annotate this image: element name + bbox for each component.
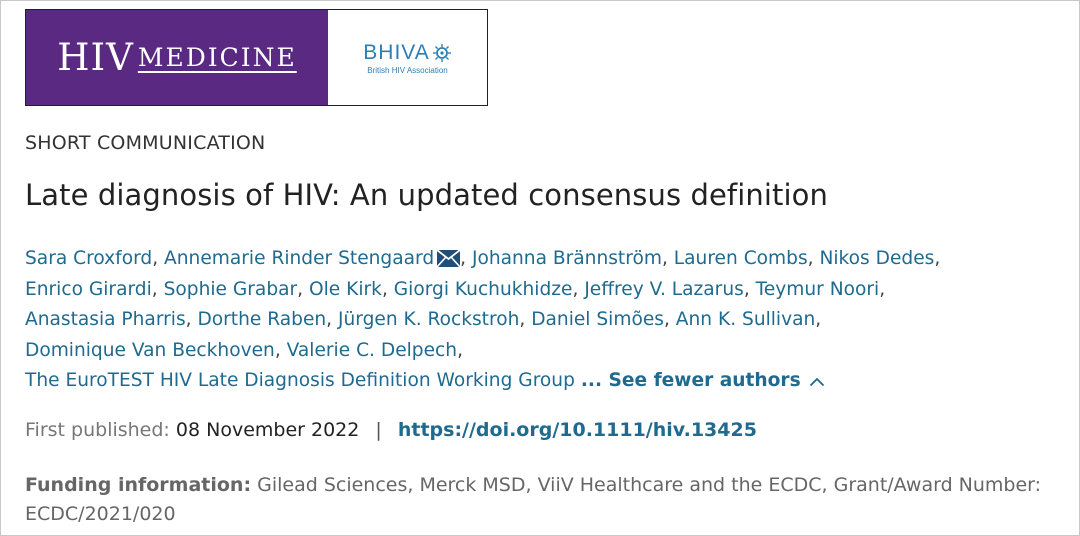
- author-link[interactable]: Ann K. Sullivan: [675, 309, 816, 331]
- author-link[interactable]: Sara Croxford: [25, 248, 153, 269]
- doi-link[interactable]: https://doi.org/10.1111/hiv.13425: [397, 419, 757, 441]
- bhiva-logo: BHIVA British HIV Association: [328, 10, 487, 105]
- see-fewer-authors-link[interactable]: ... See fewer authors: [581, 370, 825, 391]
- author-link[interactable]: Anastasia Pharris: [25, 309, 186, 331]
- author-link[interactable]: Giorgi Kuchukhidze: [393, 278, 573, 300]
- author-link[interactable]: Johanna Brännström: [471, 248, 662, 269]
- author-link[interactable]: Lauren Combs: [673, 248, 808, 269]
- author-link[interactable]: Annemarie Rinder Stengaard: [164, 248, 435, 269]
- first-published-date: 08 November 2022: [175, 419, 360, 441]
- author-link[interactable]: Valerie C. Delpech: [286, 339, 458, 361]
- bhiva-subtitle: British HIV Association: [367, 65, 448, 75]
- author-link[interactable]: Teymur Noori: [755, 278, 880, 300]
- journal-banner: HIV MEDICINE BHIVA British HIV A: [25, 9, 488, 106]
- funding-info: Funding information: Gilead Sciences, Me…: [25, 471, 1070, 529]
- logo-medicine-text: MEDICINE: [137, 43, 297, 72]
- separator: |: [375, 419, 382, 441]
- envelope-icon[interactable]: [437, 250, 461, 267]
- author-link[interactable]: Jeffrey V. Lazarus: [584, 278, 744, 300]
- funding-label: Funding information:: [25, 474, 252, 496]
- author-link[interactable]: Sophie Grabar: [163, 278, 298, 300]
- author-link[interactable]: Nikos Dedes: [819, 248, 935, 269]
- chevron-up-icon: [809, 378, 824, 387]
- funding-text: Gilead Sciences, Merck MSD, ViiV Healthc…: [25, 474, 1042, 525]
- logo-hiv-text: HIV: [57, 36, 134, 79]
- author-link[interactable]: Dominique Van Beckhoven: [25, 339, 275, 361]
- hiv-medicine-logo: HIV MEDICINE: [26, 10, 328, 105]
- author-list: Sara Croxford, Annemarie Rinder Stengaar…: [25, 248, 941, 392]
- author-link[interactable]: Enrico Girardi: [25, 278, 152, 300]
- author-link[interactable]: Daniel Simões: [531, 309, 664, 331]
- article-title: Late diagnosis of HIV: An updated consen…: [25, 178, 828, 212]
- bhiva-name: BHIVA: [363, 40, 430, 64]
- author-link[interactable]: Ole Kirk: [309, 278, 382, 300]
- article-type-label: SHORT COMMUNICATION: [25, 132, 266, 154]
- virus-icon: [432, 43, 451, 62]
- publication-info: First published: 08 November 2022 | http…: [25, 419, 757, 441]
- author-link[interactable]: Jürgen K. Rockstroh: [338, 309, 520, 331]
- first-published-label: First published:: [25, 419, 170, 441]
- author-link[interactable]: Dorthe Raben: [197, 309, 327, 331]
- author-link[interactable]: The EuroTEST HIV Late Diagnosis Definiti…: [25, 370, 575, 392]
